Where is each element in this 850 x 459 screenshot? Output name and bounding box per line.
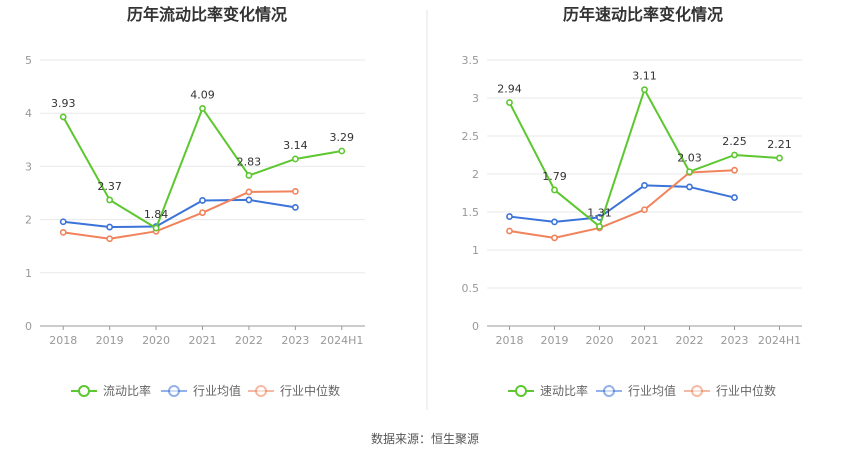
data-point[interactable] [291,188,299,195]
data-point[interactable] [291,203,299,211]
legend-marker[interactable] [78,385,90,397]
data-point[interactable] [641,86,648,94]
y-tick-label: 3.5 [462,54,480,67]
data-point[interactable] [59,113,67,121]
data-point[interactable] [551,234,558,242]
chart-title: 历年速动比率变化情况 [563,5,723,24]
y-tick-label: 4 [25,107,32,120]
y-tick-label: 3 [25,160,32,173]
legend-label[interactable]: 行业均值 [193,383,241,398]
x-tick-label: 2020 [586,334,614,347]
data-point[interactable] [59,228,67,236]
data-point[interactable] [245,196,253,204]
data-point[interactable] [506,227,513,235]
x-tick-label: 2018 [496,334,524,347]
y-tick-label: 1.5 [462,206,480,219]
series-line-2 [63,190,296,240]
data-label: 3.29 [330,131,355,144]
data-point[interactable] [152,224,160,232]
data-point[interactable] [245,188,253,196]
y-tick-label: 1 [472,244,479,257]
series-line-2 [509,169,735,239]
data-label: 2.37 [97,180,122,193]
data-point[interactable] [106,235,114,243]
y-tick-label: 3 [472,92,479,105]
data-point[interactable] [245,172,253,179]
legend-label[interactable]: 流动比率 [103,383,151,398]
x-tick-label: 2022 [676,334,704,347]
legend-label[interactable]: 行业中位数 [280,383,340,398]
x-tick-label: 2022 [235,334,263,347]
data-label: 3.14 [283,139,308,152]
legend-marker[interactable] [691,385,703,397]
legend-marker[interactable] [515,385,527,397]
data-point[interactable] [686,183,693,191]
data-point[interactable] [731,194,738,201]
data-point[interactable] [506,213,513,220]
x-tick-label: 2024H1 [320,334,363,347]
y-tick-label: 2 [472,168,479,181]
data-point[interactable] [106,196,114,204]
data-point[interactable] [106,223,114,231]
data-point[interactable] [596,223,603,230]
x-tick-label: 2021 [631,334,659,347]
data-label: 2.94 [497,83,522,96]
data-point[interactable] [338,147,346,155]
data-label: 2.03 [677,152,702,165]
data-label: 3.93 [51,97,76,110]
x-tick-label: 2024H1 [758,334,801,347]
x-tick-label: 2020 [142,334,170,347]
series-line-1 [63,198,296,229]
y-tick-label: 2.5 [462,130,480,143]
legend-label[interactable]: 速动比率 [540,383,588,398]
x-tick-label: 2019 [541,334,569,347]
data-label: 1.79 [542,170,567,183]
x-tick-label: 2018 [49,334,77,347]
data-label: 2.25 [722,135,747,148]
chart-title: 历年流动比率变化情况 [127,5,287,24]
legend-label[interactable]: 行业均值 [628,383,676,398]
x-tick-label: 2019 [96,334,124,347]
series-line-1 [509,184,735,223]
legend-marker[interactable] [603,385,615,397]
data-point[interactable] [686,168,693,176]
data-point[interactable] [641,181,648,189]
y-tick-label: 1 [25,267,32,280]
data-point[interactable] [551,218,558,226]
data-point[interactable] [551,186,558,194]
y-tick-label: 0 [25,320,32,333]
data-label: 1.84 [144,208,169,221]
y-tick-label: 0 [472,320,479,333]
x-tick-label: 2021 [189,334,217,347]
data-source-note: 数据来源：恒生聚源 [370,432,479,446]
data-point[interactable] [291,155,299,163]
x-tick-label: 2023 [281,334,309,347]
data-label: 2.21 [767,138,792,151]
data-label: 1.31 [587,206,612,219]
legend-label[interactable]: 行业中位数 [716,383,776,398]
data-point[interactable] [59,218,67,226]
data-point[interactable] [776,154,783,162]
y-tick-label: 0.5 [462,282,480,295]
data-point[interactable] [199,197,206,204]
data-point[interactable] [731,151,738,159]
data-point[interactable] [199,105,206,112]
data-label: 2.83 [237,155,262,168]
data-point[interactable] [506,99,513,106]
x-tick-label: 2023 [721,334,749,347]
y-tick-label: 5 [25,54,32,67]
legend-marker[interactable] [168,385,180,397]
data-point[interactable] [199,209,206,217]
data-label: 3.11 [632,70,657,83]
y-tick-label: 2 [25,214,32,227]
series-line-0 [508,88,780,228]
data-label: 4.09 [190,88,215,101]
data-point[interactable] [641,206,648,214]
data-point[interactable] [731,166,738,174]
legend-marker[interactable] [255,385,267,397]
